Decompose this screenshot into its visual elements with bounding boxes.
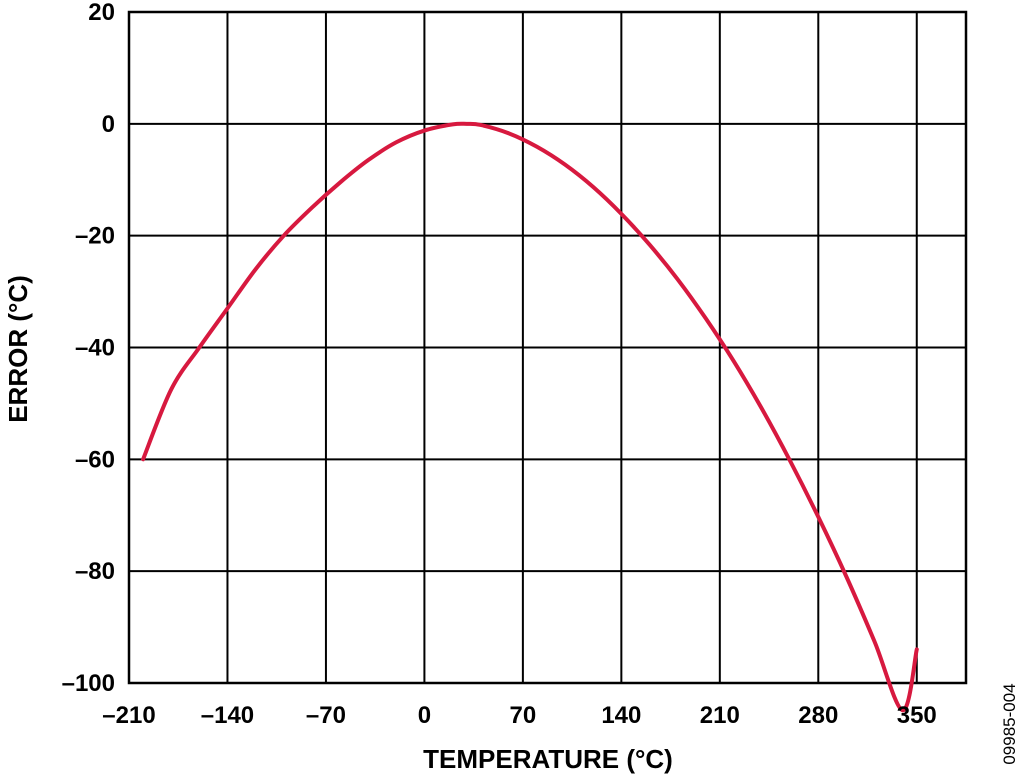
y-tick-label: –20 bbox=[75, 223, 115, 250]
x-tick-label: 140 bbox=[601, 702, 641, 729]
x-tick-label: 0 bbox=[418, 702, 431, 729]
x-tick-label: –140 bbox=[201, 702, 254, 729]
y-tick-labels: 20 0 –20 –40 –60 –80 –100 bbox=[62, 0, 115, 697]
figure-id: 09985-004 bbox=[1000, 683, 1019, 764]
x-tick-label: –70 bbox=[306, 702, 346, 729]
grid bbox=[129, 12, 966, 683]
x-tick-label: –210 bbox=[102, 702, 155, 729]
x-tick-labels: –210 –140 –70 0 70 140 210 280 350 bbox=[102, 702, 936, 729]
x-tick-label: 70 bbox=[510, 702, 537, 729]
y-tick-label: –80 bbox=[75, 558, 115, 585]
x-tick-label: 210 bbox=[700, 702, 740, 729]
plot-frame bbox=[127, 10, 968, 685]
y-tick-label: –60 bbox=[75, 446, 115, 473]
y-tick-label: –100 bbox=[62, 670, 115, 697]
x-axis-title: TEMPERATURE (°C) bbox=[423, 744, 673, 774]
y-tick-label: –40 bbox=[75, 335, 115, 362]
x-tick-label: 350 bbox=[897, 702, 937, 729]
y-axis-title: ERROR (°C) bbox=[3, 275, 33, 423]
series-line-error bbox=[141, 121, 919, 713]
x-tick-label: 280 bbox=[798, 702, 838, 729]
y-tick-label: 20 bbox=[88, 0, 115, 26]
y-tick-label: 0 bbox=[102, 111, 115, 138]
